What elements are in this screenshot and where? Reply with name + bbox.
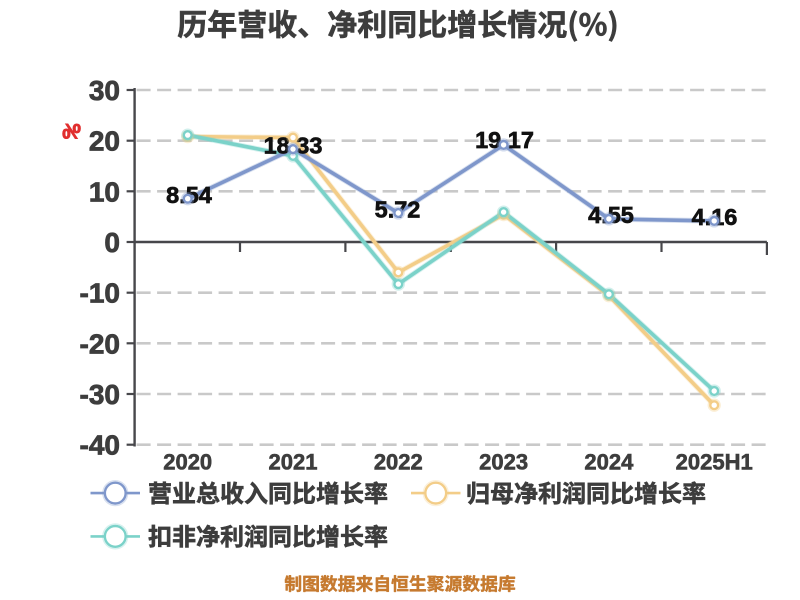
svg-text:-40: -40 <box>80 430 120 461</box>
svg-text:%: % <box>62 121 81 144</box>
svg-text:-20: -20 <box>80 328 120 359</box>
svg-text:-10: -10 <box>80 278 120 309</box>
svg-text:2021: 2021 <box>269 450 318 475</box>
svg-text:2022: 2022 <box>374 450 423 475</box>
svg-text:20: 20 <box>89 126 120 157</box>
svg-text:10: 10 <box>89 176 120 207</box>
svg-text:30: 30 <box>89 75 120 106</box>
svg-text:2023: 2023 <box>479 450 528 475</box>
svg-text:2024: 2024 <box>584 450 634 475</box>
svg-text:-30: -30 <box>80 379 120 410</box>
svg-text:2025H1: 2025H1 <box>676 450 753 475</box>
svg-text:0: 0 <box>104 227 120 258</box>
svg-text:2020: 2020 <box>163 450 212 475</box>
